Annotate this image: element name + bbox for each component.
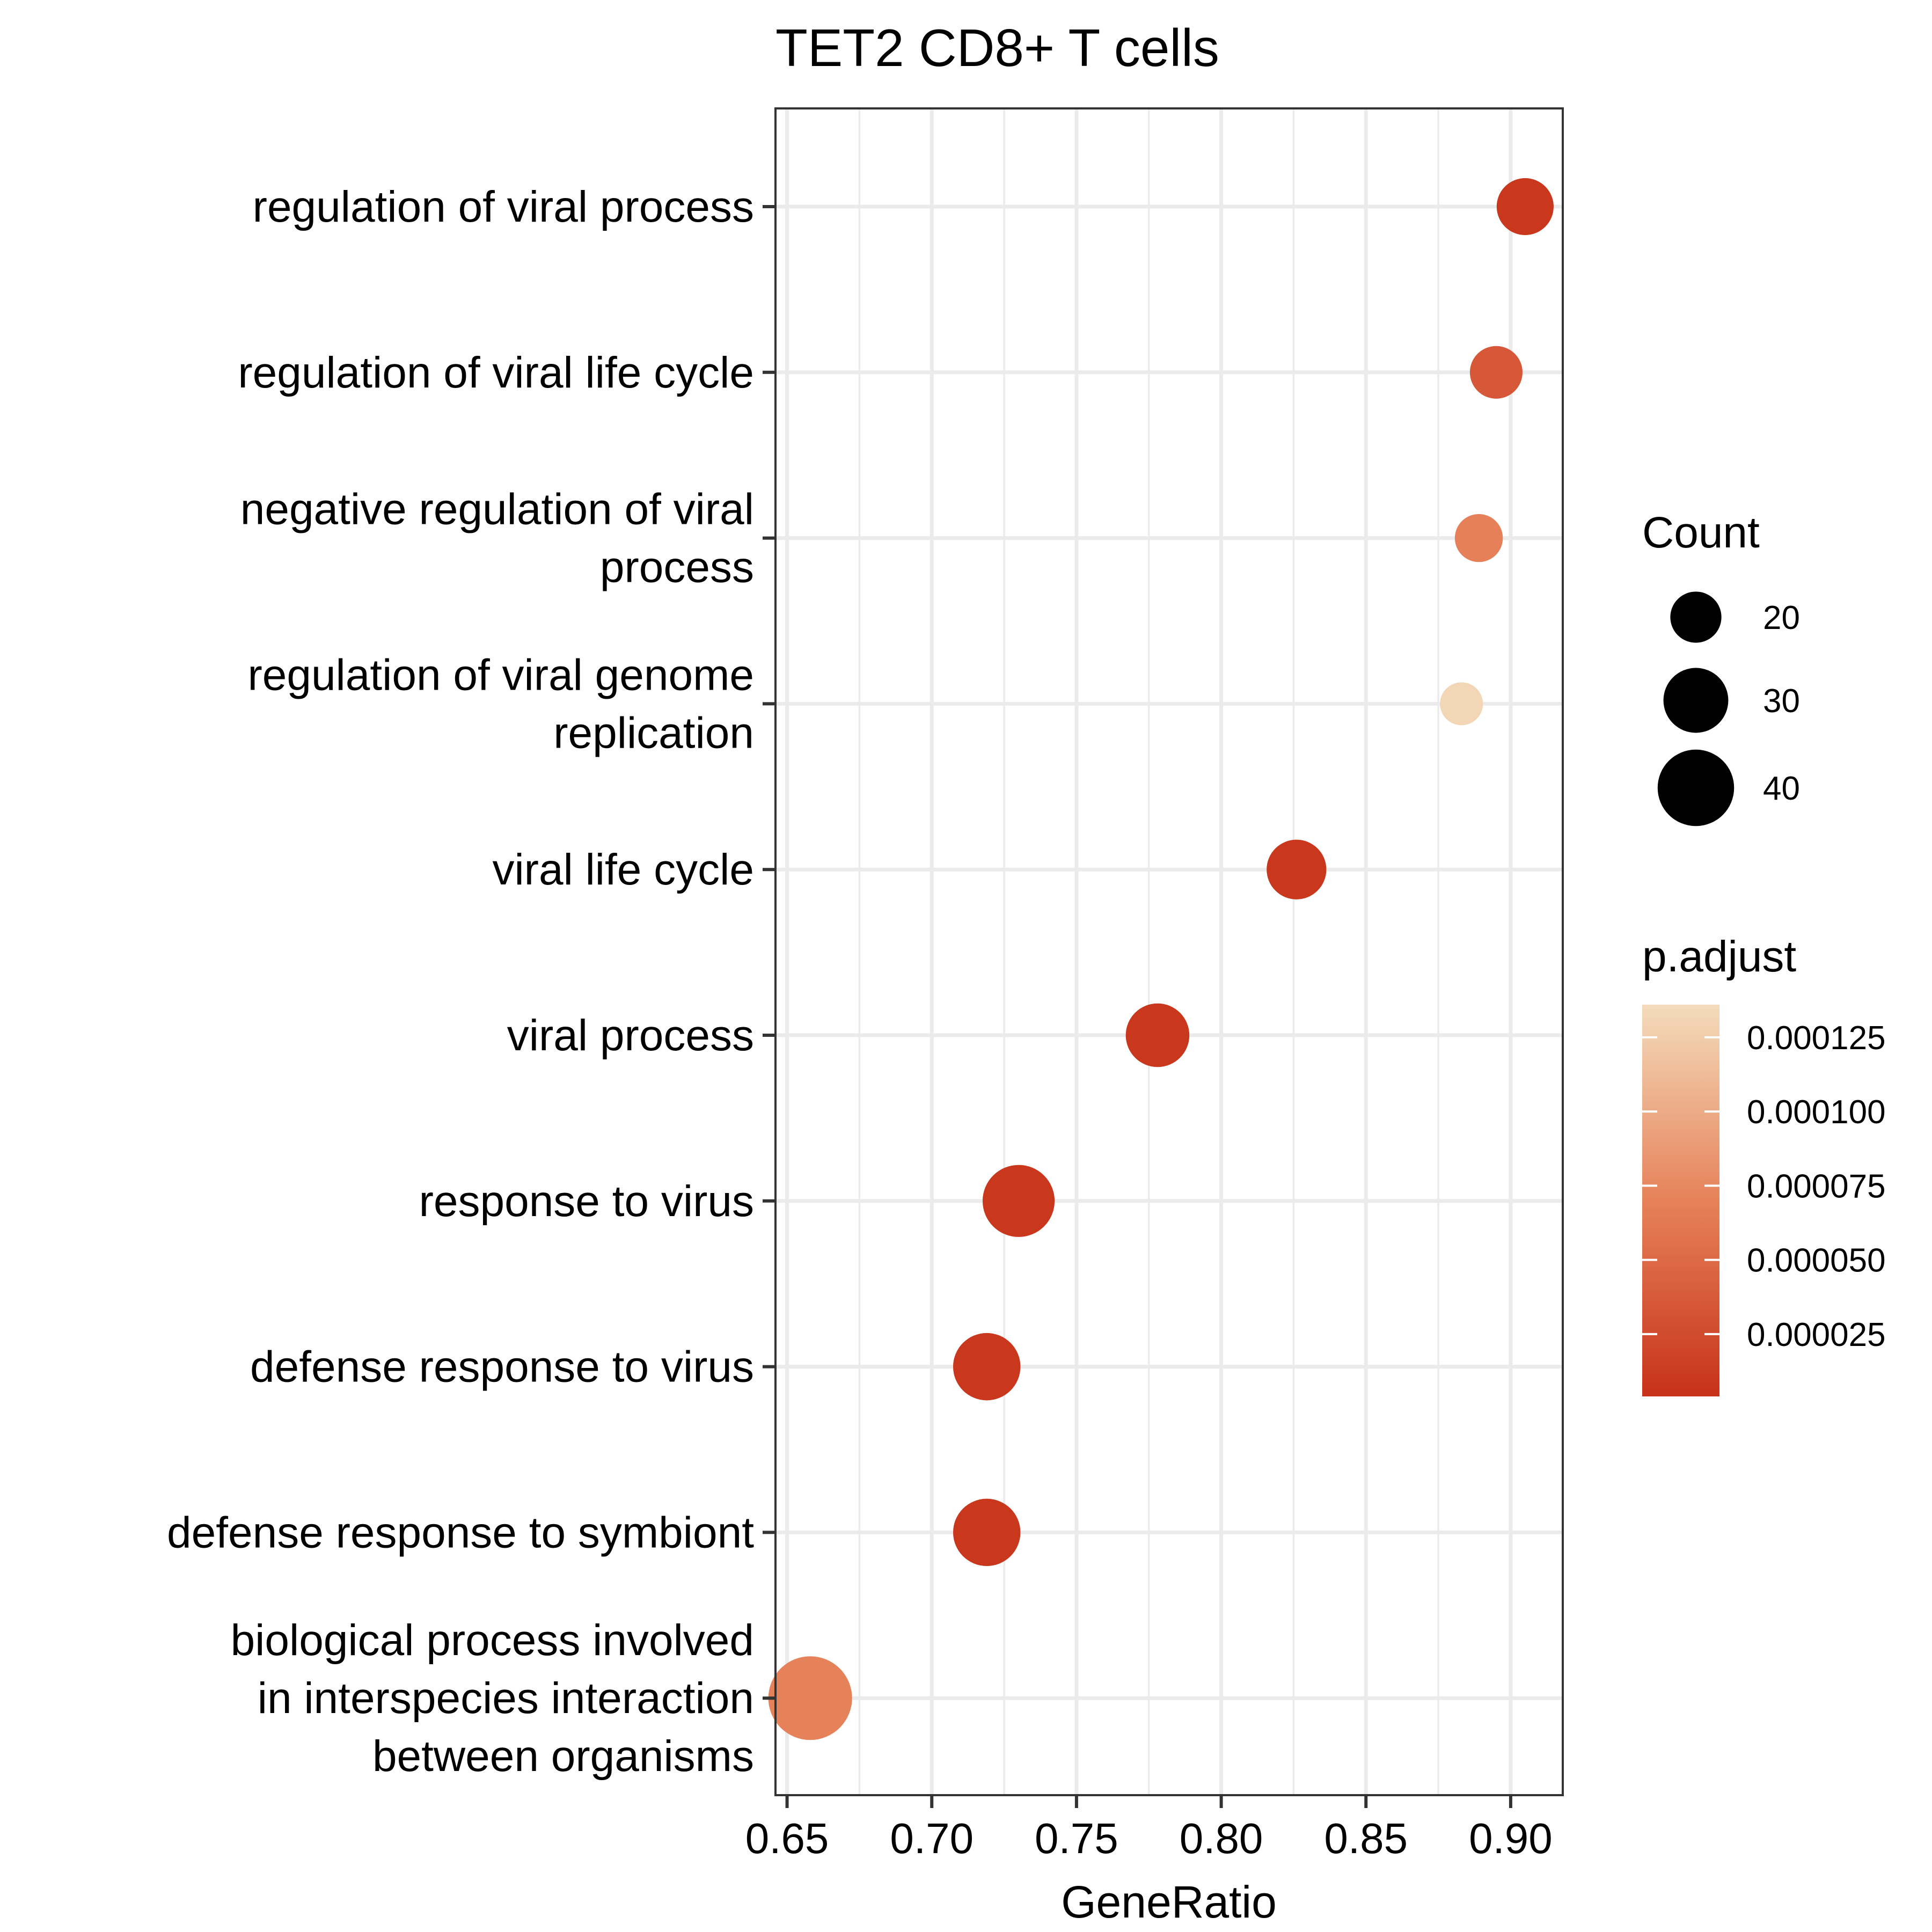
x-tick-label: 0.80 (1180, 1814, 1263, 1862)
grid-lines (775, 108, 1563, 1795)
size-legend-key (1670, 591, 1722, 643)
y-tick-label: regulation of viral life cycle (238, 348, 754, 397)
y-tick-label: viral process (507, 1011, 754, 1060)
y-tick-label: defense response to symbiont (167, 1508, 754, 1557)
y-tick-label: viral life cycle (492, 845, 754, 894)
x-axis-ticks (785, 1795, 1512, 1808)
size-legend-label: 20 (1763, 599, 1800, 636)
size-legend-key (1663, 668, 1729, 733)
color-legend-title: p.adjust (1642, 932, 1796, 981)
color-legend-label: 0.000075 (1747, 1168, 1886, 1205)
chart-title: TET2 CD8+ T cells (775, 18, 1219, 77)
y-tick-label: regulation of viral genome replication (247, 650, 754, 757)
x-axis-title: GeneRatio (1061, 1877, 1277, 1927)
color-legend-label: 0.000100 (1747, 1094, 1886, 1131)
data-point (953, 1498, 1021, 1567)
data-point (1267, 839, 1327, 899)
x-tick-label: 0.75 (1035, 1814, 1118, 1862)
data-point (1125, 1003, 1190, 1067)
y-tick-label: regulation of viral process (253, 182, 754, 231)
data-points (768, 178, 1554, 1740)
y-axis-ticks (763, 205, 775, 1700)
color-legend-label: 0.000025 (1747, 1316, 1886, 1353)
x-tick-label: 0.90 (1469, 1814, 1553, 1862)
data-point (1496, 178, 1554, 236)
x-tick-label: 0.70 (890, 1814, 974, 1862)
y-tick-label: biological process involved in interspeci… (231, 1616, 754, 1781)
size-legend-title: Count (1642, 508, 1760, 557)
panel-border (774, 107, 1564, 1796)
color-legend: p.adjust 0.000025 0.000050 0.000075 0.00010… (1642, 932, 1886, 1396)
x-tick-label: 0.85 (1324, 1814, 1408, 1862)
y-tick-label: response to virus (419, 1177, 754, 1226)
y-axis-labels: regulation of viral process regulation of… (167, 182, 754, 1781)
data-point (768, 1656, 852, 1740)
color-legend-label: 0.000050 (1747, 1242, 1886, 1279)
size-legend-label: 30 (1763, 683, 1800, 720)
size-legend-label: 40 (1763, 770, 1800, 807)
x-axis-labels: 0.65 0.70 0.75 0.80 0.85 0.90 (745, 1814, 1553, 1862)
data-point (982, 1165, 1055, 1237)
x-tick-label: 0.65 (745, 1814, 829, 1862)
data-point (953, 1333, 1021, 1401)
color-legend-label: 0.000125 (1747, 1020, 1886, 1057)
data-point (1454, 514, 1503, 562)
size-legend: Count 20 30 40 (1642, 508, 1800, 826)
data-point (1440, 682, 1483, 726)
color-legend-bar (1642, 1005, 1719, 1396)
size-legend-key (1657, 749, 1735, 826)
data-point (1469, 346, 1523, 399)
y-tick-label: defense response to virus (250, 1343, 754, 1392)
y-tick-label: negative regulation of viral process (240, 485, 754, 592)
